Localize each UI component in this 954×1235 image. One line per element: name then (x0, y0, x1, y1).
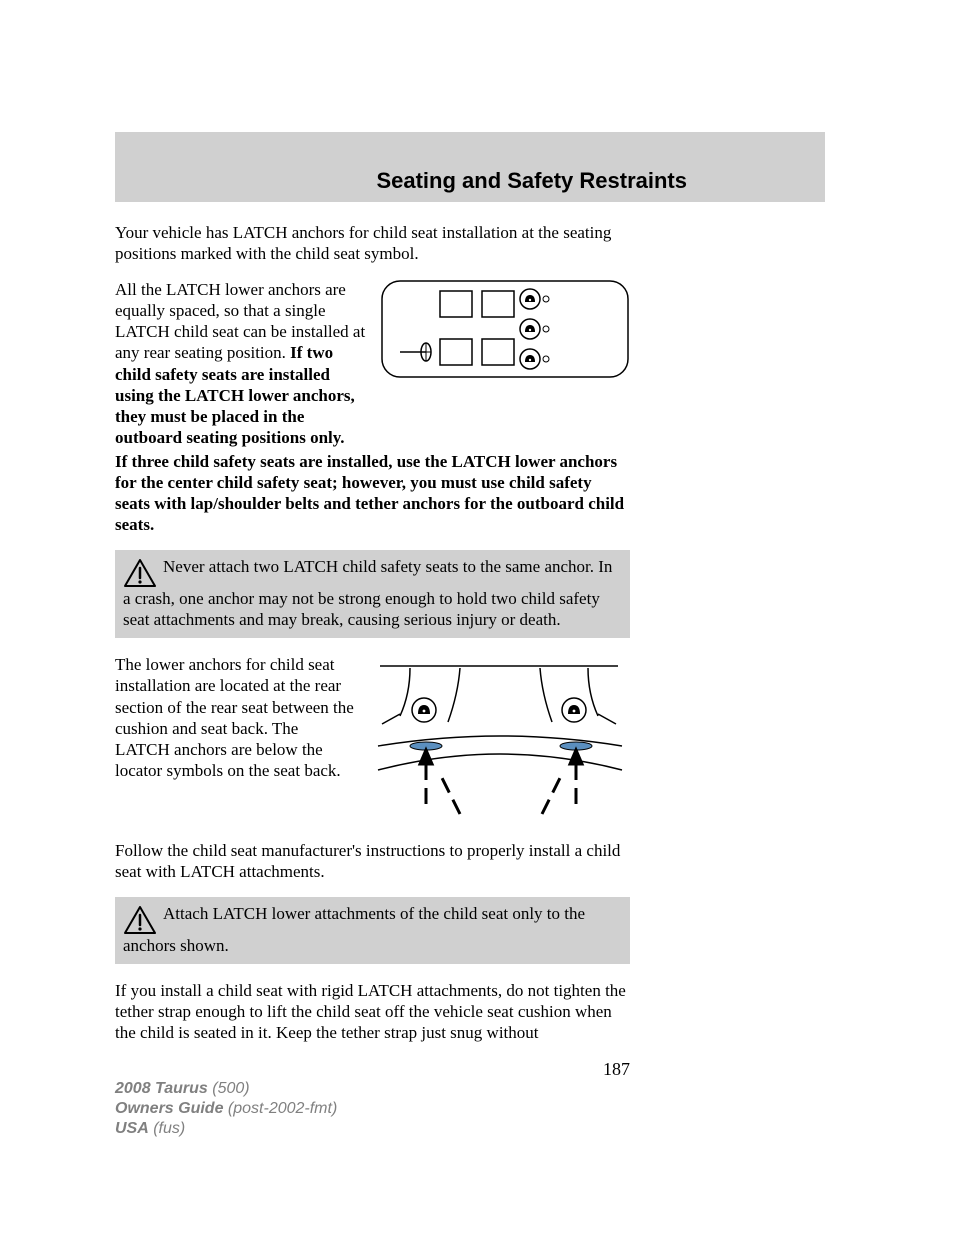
paragraph-intro: Your vehicle has LATCH anchors for child… (115, 222, 630, 265)
seat-top-view-diagram (380, 279, 630, 379)
warning1-text: Never attach two LATCH child safety seat… (123, 557, 612, 629)
footer-line-3: USA (fus) (115, 1119, 337, 1139)
section-title: Seating and Safety Restraints (376, 168, 687, 194)
warning2-text: Attach LATCH lower attachments of the ch… (123, 904, 585, 955)
latch-icon (520, 319, 540, 339)
warning-box-2: Attach LATCH lower attachments of the ch… (115, 897, 630, 964)
latch-icon (520, 349, 540, 369)
latch-icon (412, 698, 436, 722)
latch-spacing-block: All the LATCH lower anchors are equally … (115, 279, 630, 449)
p5: Follow the child seat manufacturer's ins… (115, 840, 630, 883)
warning-icon (123, 905, 157, 935)
anchor-location-block: The lower anchors for child seat install… (115, 654, 630, 824)
p3-bold: If three child safety seats are installe… (115, 451, 630, 536)
warning-icon (123, 558, 157, 588)
footer: 2008 Taurus (500) Owners Guide (post-200… (115, 1079, 337, 1139)
latch-icon (562, 698, 586, 722)
latch-icon (520, 289, 540, 309)
p6: If you install a child seat with rigid L… (115, 980, 630, 1044)
page-number: 187 (115, 1058, 630, 1081)
seat-cross-section-svg (370, 654, 630, 824)
seat-top-view-svg (380, 279, 630, 379)
section-header-band: Seating and Safety Restraints (115, 132, 825, 202)
page-content: Seating and Safety Restraints Your vehic… (115, 132, 825, 1080)
footer-line-2: Owners Guide (post-2002-fmt) (115, 1099, 337, 1119)
latch-spacing-text: All the LATCH lower anchors are equally … (115, 279, 366, 449)
body-content: Your vehicle has LATCH anchors for child… (115, 222, 630, 1080)
seat-cross-section-diagram (370, 654, 630, 824)
anchor-location-text: The lower anchors for child seat install… (115, 654, 356, 782)
footer-line-1: 2008 Taurus (500) (115, 1079, 337, 1099)
warning-box-1: Never attach two LATCH child safety seat… (115, 550, 630, 639)
